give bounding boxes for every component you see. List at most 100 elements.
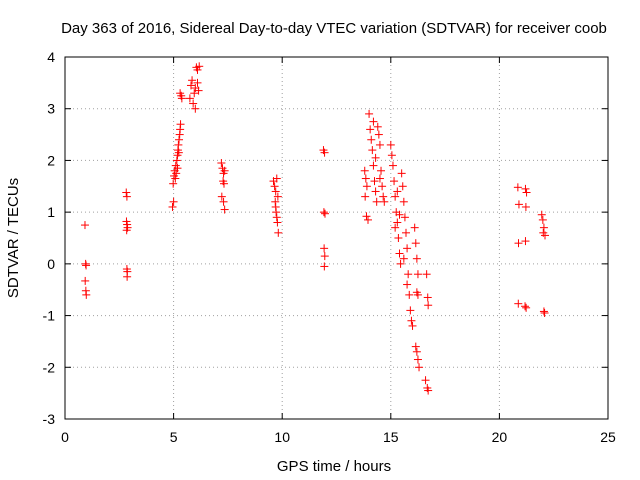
data-point-marker	[193, 65, 202, 74]
data-point-marker	[174, 140, 183, 149]
data-point-marker	[123, 272, 132, 281]
data-point-marker	[271, 187, 280, 196]
data-point-marker	[403, 280, 412, 289]
data-point-marker	[400, 213, 409, 222]
data-point-marker	[185, 94, 194, 103]
data-point-marker	[176, 120, 185, 129]
data-point-marker	[193, 78, 202, 87]
data-point-marker	[405, 290, 414, 299]
x-tick-label: 25	[600, 429, 616, 445]
x-tick-label: 5	[170, 429, 178, 445]
data-point-marker	[217, 192, 226, 201]
y-tick-label: 3	[47, 101, 55, 117]
data-point-marker	[188, 76, 197, 85]
data-point-marker	[541, 231, 550, 240]
data-point-marker	[387, 151, 396, 160]
data-points	[80, 62, 550, 395]
data-point-marker	[274, 228, 283, 237]
data-point-marker	[361, 174, 370, 183]
data-point-marker	[177, 94, 186, 103]
data-point-marker	[399, 197, 408, 206]
data-point-marker	[272, 174, 281, 183]
data-point-marker	[375, 174, 384, 183]
data-point-marker	[362, 182, 371, 191]
data-point-marker	[407, 316, 416, 325]
data-point-marker	[513, 183, 522, 192]
data-point-marker	[413, 290, 422, 299]
data-point-marker	[377, 166, 386, 175]
data-point-marker	[195, 62, 204, 71]
data-point-marker	[386, 140, 395, 149]
chart-title: Day 363 of 2016, Sidereal Day-to-day VTE…	[61, 20, 607, 37]
data-point-marker	[366, 125, 375, 134]
data-point-marker	[412, 254, 421, 263]
data-point-marker	[122, 226, 131, 235]
data-point-marker	[423, 293, 432, 302]
data-point-marker	[539, 307, 548, 316]
data-point-marker	[372, 197, 381, 206]
data-point-marker	[320, 252, 329, 261]
data-point-marker	[194, 86, 203, 95]
data-point-marker	[169, 179, 178, 188]
data-point-marker	[271, 202, 280, 211]
data-point-marker	[217, 159, 226, 168]
data-point-marker	[378, 182, 387, 191]
data-point-marker	[514, 299, 523, 308]
data-point-marker	[394, 234, 403, 242]
data-point-marker	[415, 363, 424, 372]
data-point-marker	[399, 254, 408, 263]
data-point-marker	[190, 89, 199, 98]
x-tick-label: 20	[492, 429, 508, 445]
data-point-marker	[538, 215, 547, 224]
data-point-marker	[411, 342, 420, 351]
data-point-marker	[424, 301, 433, 310]
data-point-marker	[424, 386, 433, 395]
data-point-marker	[169, 197, 178, 206]
data-point-marker	[362, 212, 371, 221]
y-tick-label: -1	[43, 308, 56, 324]
data-point-marker	[374, 130, 383, 139]
data-point-marker	[410, 223, 419, 232]
data-point-marker	[521, 302, 530, 311]
x-tick-labels: 0 5 10 15 20 25	[61, 429, 616, 445]
data-point-marker	[273, 192, 282, 201]
data-point-marker	[191, 104, 200, 113]
data-point-marker	[82, 290, 91, 299]
data-point-marker	[514, 200, 523, 209]
data-point-marker	[172, 156, 181, 165]
axis-ticks	[64, 56, 609, 420]
data-point-marker	[391, 223, 400, 232]
data-point-marker	[365, 109, 374, 118]
data-point-marker	[220, 166, 229, 175]
data-point-marker	[174, 148, 183, 157]
data-point-marker	[122, 192, 131, 201]
data-point-marker	[522, 188, 531, 197]
data-point-marker	[360, 166, 369, 175]
x-tick-label: 15	[383, 429, 399, 445]
data-point-marker	[411, 239, 420, 248]
data-point-marker	[168, 202, 177, 211]
y-tick-label: 4	[47, 49, 55, 65]
data-point-marker	[540, 308, 549, 317]
data-point-marker	[421, 376, 430, 385]
data-point-marker	[391, 192, 400, 201]
x-tick-label: 10	[274, 429, 290, 445]
y-tick-labels: -3 -2 -1 0 1 2 3 4	[43, 49, 56, 427]
data-point-marker	[422, 270, 431, 279]
data-point-marker	[404, 270, 413, 279]
y-tick-label: -2	[43, 359, 56, 375]
data-point-marker	[171, 174, 180, 183]
data-point-marker	[82, 261, 91, 270]
data-point-marker	[403, 244, 412, 253]
data-point-marker	[521, 184, 530, 193]
data-point-marker	[380, 197, 389, 206]
data-point-marker	[398, 182, 407, 191]
y-tick-label: -3	[43, 411, 56, 427]
data-point-marker	[412, 347, 421, 356]
data-point-marker	[393, 187, 402, 196]
data-point-marker	[537, 210, 546, 219]
data-point-marker	[373, 122, 382, 131]
data-point-marker	[375, 140, 384, 149]
data-point-marker	[393, 218, 402, 227]
